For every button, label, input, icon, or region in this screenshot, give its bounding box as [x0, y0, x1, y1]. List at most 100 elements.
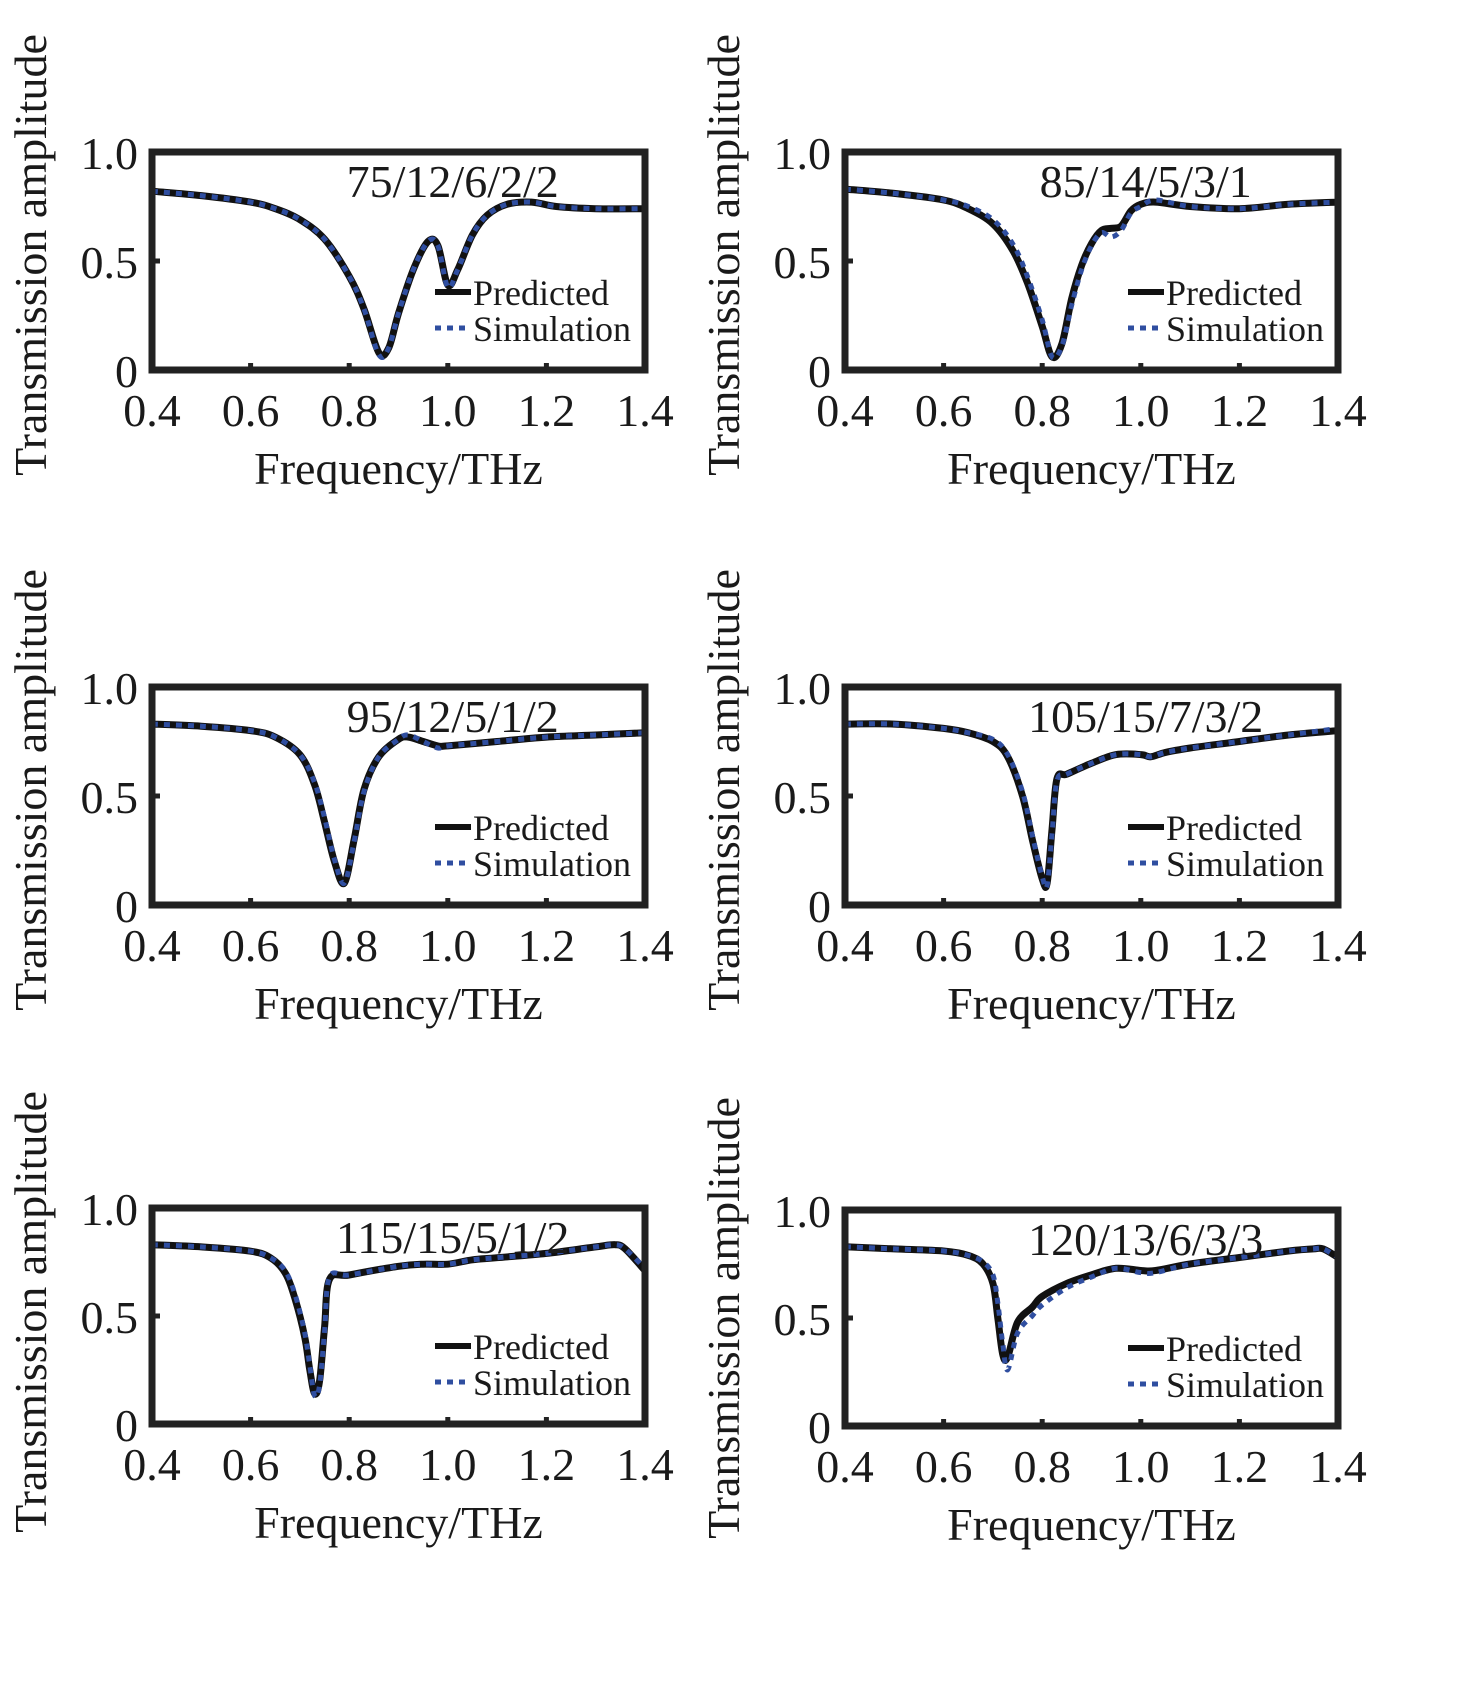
chart-panel-5: 0.4 0.6 0.8 1.0 1.2 1.4 0 0.5 1.0 Frequency/THz Tr…	[5, 1091, 674, 1548]
legend-label-simulation: Simulation	[1166, 1365, 1324, 1405]
x-tick-label: 0.6	[222, 920, 280, 971]
y-tick-label: 0	[808, 346, 831, 397]
series-line-predicted	[844, 185, 1339, 362]
chart-panel-3: 0.4 0.6 0.8 1.0 1.2 1.4 0 0.5 1.0 Frequency/THz Tr…	[5, 569, 674, 1029]
legend-label-simulation: Simulation	[473, 309, 631, 349]
x-tick-label: 1.2	[1211, 920, 1269, 971]
series-line-simulation	[844, 721, 1339, 891]
y-tick-label: 1.0	[774, 128, 832, 179]
y-tick-label: 0	[115, 346, 138, 397]
x-tick-label: 0.6	[222, 1439, 280, 1490]
y-tick-label: 1.0	[81, 663, 139, 714]
y-tick-label: 1.0	[774, 1186, 832, 1237]
x-axis-title: Frequency/THz	[254, 443, 543, 494]
x-tick-label: 0.8	[320, 1439, 378, 1490]
x-axis-title: Frequency/THz	[947, 978, 1236, 1029]
x-tick-label: 0.4	[816, 385, 874, 436]
x-tick-label: 0.4	[123, 920, 181, 971]
plot-area	[152, 1208, 645, 1424]
legend-label-simulation: Simulation	[1166, 844, 1324, 884]
x-axis-title: Frequency/THz	[254, 1497, 543, 1548]
y-axis-title: Transmission amplitude	[698, 1097, 749, 1539]
panel-title: 75/12/6/2/2	[347, 156, 559, 207]
y-axis-title: Transmission amplitude	[5, 34, 56, 476]
y-tick-label: 1.0	[81, 128, 139, 179]
chart-panel-6: 0.4 0.6 0.8 1.0 1.2 1.4 0 0.5 1.0 Frequency/THz Tr…	[698, 1097, 1367, 1550]
legend-label-predicted: Predicted	[1166, 1329, 1302, 1369]
plot-area	[152, 687, 645, 905]
x-tick-label: 0.8	[1013, 920, 1071, 971]
y-axis-title: Transmission amplitude	[698, 34, 749, 476]
y-axis-title: Transmission amplitude	[5, 569, 56, 1011]
x-tick-label: 0.8	[320, 385, 378, 436]
x-tick-label: 0.8	[1013, 1441, 1071, 1492]
panel-title: 115/15/5/1/2	[336, 1212, 569, 1263]
y-tick-label: 0	[115, 881, 138, 932]
x-tick-label: 1.0	[419, 920, 477, 971]
panel-title: 105/15/7/3/2	[1028, 691, 1263, 742]
x-tick-label: 1.0	[1112, 920, 1170, 971]
x-axis-title: Frequency/THz	[947, 1499, 1236, 1550]
x-tick-label: 1.0	[1112, 1441, 1170, 1492]
x-tick-label: 0.6	[915, 1441, 973, 1492]
x-tick-label: 0.8	[1013, 385, 1071, 436]
x-tick-label: 1.2	[518, 1439, 576, 1490]
y-tick-label: 0	[115, 1400, 138, 1451]
legend-label-predicted: Predicted	[473, 1327, 609, 1367]
x-tick-label: 1.4	[616, 1439, 674, 1490]
x-tick-label: 1.4	[1309, 1441, 1367, 1492]
y-tick-label: 0.5	[81, 772, 139, 823]
y-tick-label: 0	[808, 1402, 831, 1453]
chart-panel-1: 0.4 0.6 0.8 1.0 1.2 1.4 0 0.5 1.0 Frequency/THz Tr…	[5, 34, 674, 494]
x-tick-label: 0.8	[320, 920, 378, 971]
x-tick-label: 1.0	[1112, 385, 1170, 436]
x-tick-label: 0.6	[915, 920, 973, 971]
panel-title: 85/14/5/3/1	[1040, 156, 1252, 207]
y-tick-label: 0.5	[774, 237, 832, 288]
x-tick-label: 1.0	[419, 385, 477, 436]
y-axis-title: Transmission amplitude	[5, 1091, 56, 1533]
plot-area	[152, 152, 645, 370]
plot-area	[845, 152, 1338, 370]
y-tick-label: 1.0	[774, 663, 832, 714]
x-tick-label: 1.2	[1211, 1441, 1269, 1492]
x-tick-label: 1.4	[1309, 920, 1367, 971]
x-tick-label: 1.4	[616, 385, 674, 436]
series-line-simulation	[844, 186, 1339, 361]
y-tick-label: 0.5	[81, 237, 139, 288]
x-tick-label: 0.6	[915, 385, 973, 436]
chart-panel-2: 0.4 0.6 0.8 1.0 1.2 1.4 0 0.5 1.0 Frequency/THz Tr…	[698, 34, 1367, 494]
x-tick-label: 0.4	[816, 920, 874, 971]
panel-title: 120/13/6/3/3	[1028, 1214, 1263, 1265]
x-axis-title: Frequency/THz	[947, 443, 1236, 494]
x-axis-title: Frequency/THz	[254, 978, 543, 1029]
legend-label-predicted: Predicted	[1166, 273, 1302, 313]
legend-label-predicted: Predicted	[1166, 808, 1302, 848]
y-tick-label: 0.5	[774, 1294, 832, 1345]
x-tick-label: 1.4	[1309, 385, 1367, 436]
panel-title: 95/12/5/1/2	[347, 691, 559, 742]
legend-label-predicted: Predicted	[473, 273, 609, 313]
x-tick-label: 1.4	[616, 920, 674, 971]
series-line-simulation	[151, 721, 646, 886]
legend-label-predicted: Predicted	[473, 808, 609, 848]
x-tick-label: 0.4	[123, 385, 181, 436]
series-line-simulation	[844, 1244, 1340, 1373]
y-tick-label: 0	[808, 881, 831, 932]
plot-area	[845, 1210, 1338, 1426]
series-line-simulation	[151, 1242, 647, 1400]
legend-label-simulation: Simulation	[473, 844, 631, 884]
x-tick-label: 1.2	[518, 385, 576, 436]
legend-label-simulation: Simulation	[473, 1363, 631, 1403]
x-tick-label: 0.4	[123, 1439, 181, 1490]
x-tick-label: 0.4	[816, 1441, 874, 1492]
y-tick-label: 0.5	[81, 1292, 139, 1343]
legend-label-simulation: Simulation	[1166, 309, 1324, 349]
x-tick-label: 1.2	[518, 920, 576, 971]
